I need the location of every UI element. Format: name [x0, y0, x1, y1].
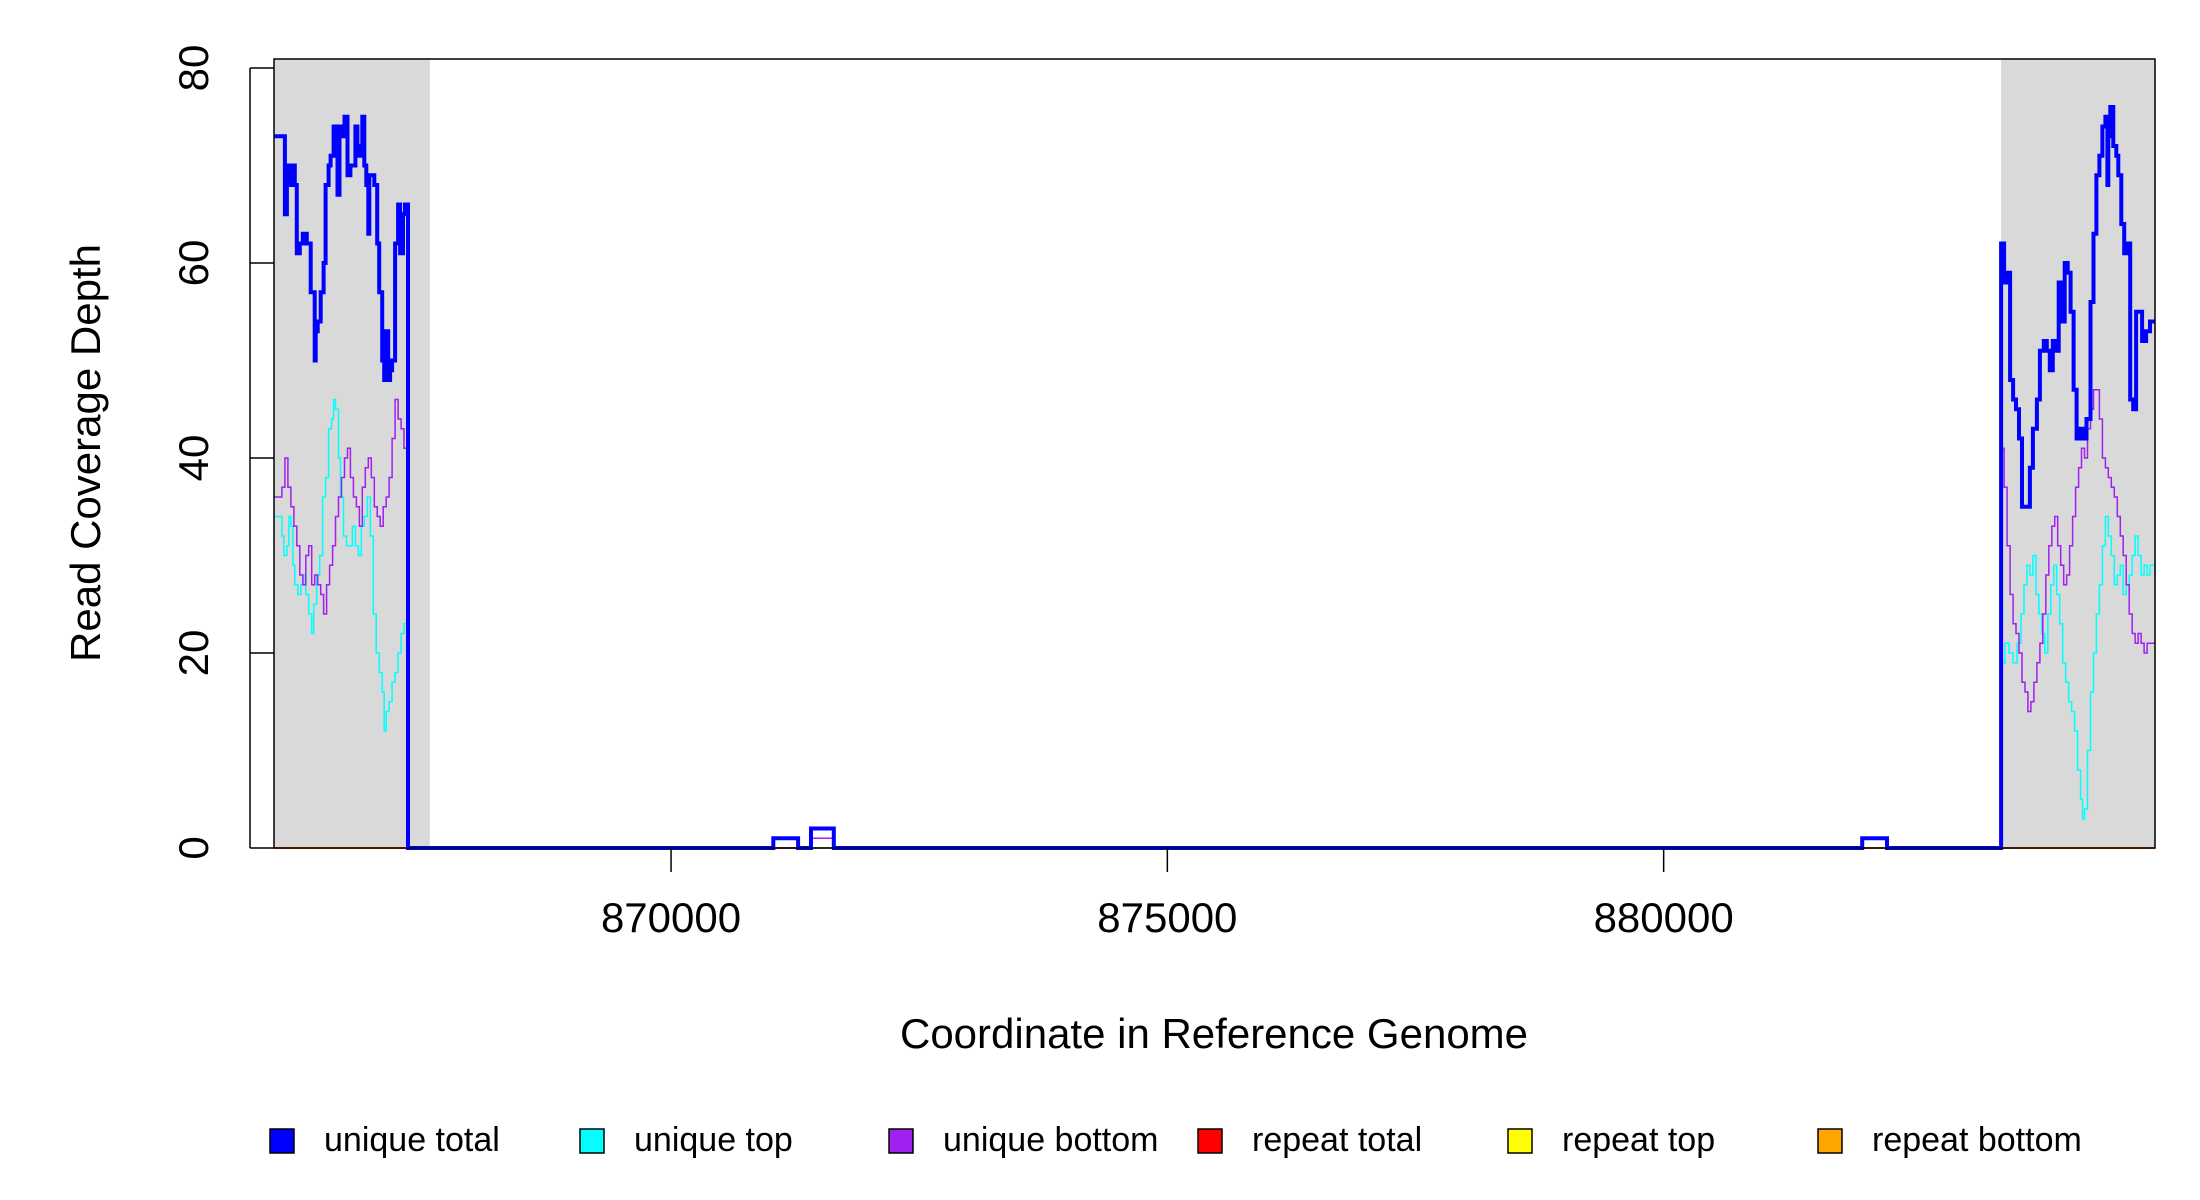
y-tick-label: 60: [170, 240, 217, 287]
y-tick-label: 80: [170, 45, 217, 92]
legend-swatch: [888, 1128, 914, 1154]
x-axis: 870000 875000 880000: [601, 848, 1734, 941]
legend-label: repeat total: [1252, 1121, 1422, 1159]
y-axis: 0 20 40 60 80: [170, 45, 274, 860]
legend-item-repeat-bottom: repeat bottom: [1817, 1121, 2082, 1159]
x-tick-label: 875000: [1097, 894, 1237, 941]
y-tick-label: 40: [170, 435, 217, 482]
legend-item-unique-total: unique total: [269, 1121, 500, 1159]
legend-label: repeat top: [1562, 1121, 1715, 1159]
legend: unique total unique top unique bottom repea…: [269, 1121, 2082, 1159]
legend-item-unique-bottom: unique bottom: [888, 1121, 1159, 1159]
y-tick-label: 20: [170, 630, 217, 677]
legend-label: repeat bottom: [1872, 1121, 2082, 1159]
legend-label: unique bottom: [943, 1121, 1159, 1159]
y-tick-label: 0: [170, 836, 217, 859]
shaded-region-2: [2001, 59, 2155, 848]
series-line-unique-bottom: [274, 389, 2155, 849]
legend-item-repeat-top: repeat top: [1507, 1121, 1715, 1159]
legend-swatch: [1817, 1128, 1843, 1154]
plot-frame: [273, 58, 2156, 849]
series-line-unique-top: [274, 398, 2156, 849]
legend-swatch: [579, 1128, 605, 1154]
legend-swatch: [1507, 1128, 1533, 1154]
y-axis-label: Read Coverage Depth: [62, 244, 109, 662]
series-line-unique-total: [274, 105, 2155, 850]
legend-swatch: [269, 1128, 295, 1154]
legend-label: unique top: [634, 1121, 793, 1159]
series-lines: [274, 105, 2156, 850]
x-tick-label: 870000: [601, 894, 741, 941]
shaded-region-1: [274, 59, 430, 848]
legend-item-unique-top: unique top: [579, 1121, 793, 1159]
legend-item-repeat-total: repeat total: [1197, 1121, 1422, 1159]
x-tick-label: 880000: [1594, 894, 1734, 941]
legend-swatch: [1197, 1128, 1223, 1154]
legend-label: unique total: [324, 1121, 500, 1159]
shaded-regions: [274, 59, 2155, 848]
x-axis-label: Coordinate in Reference Genome: [900, 1010, 1528, 1057]
